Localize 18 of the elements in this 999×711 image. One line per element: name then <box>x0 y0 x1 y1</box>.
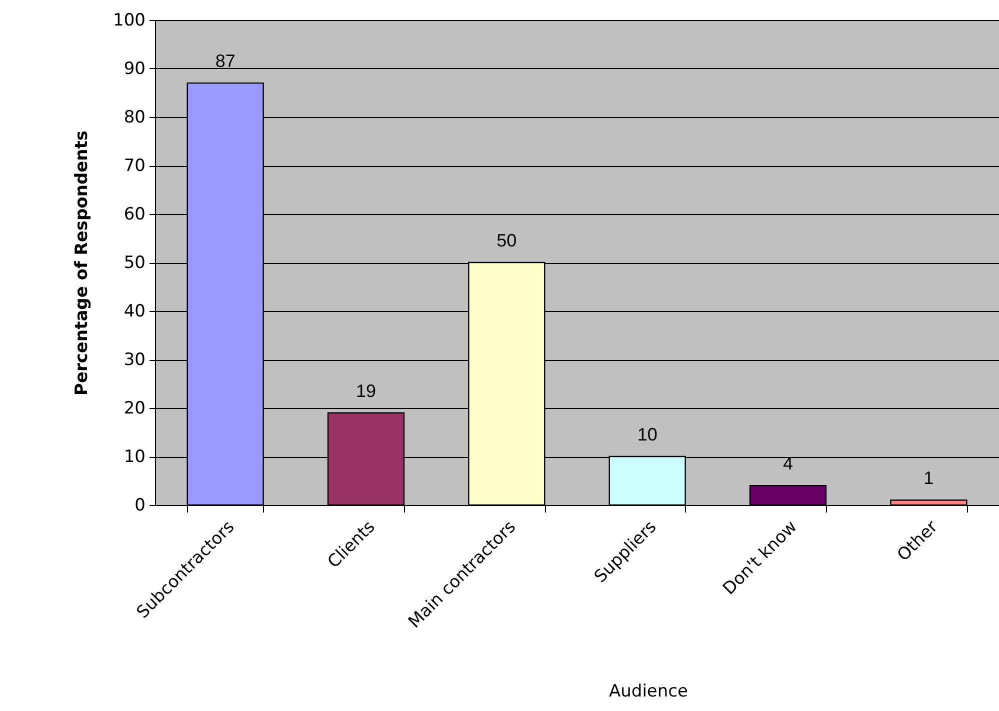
data-label: 1 <box>924 468 934 488</box>
data-label: 50 <box>496 230 517 250</box>
y-tick-label: 80 <box>124 108 146 128</box>
y-tick-label: 70 <box>124 156 146 176</box>
y-tick-label: 100 <box>113 10 146 30</box>
y-tick-label: 30 <box>124 350 146 370</box>
y-tick-label: 10 <box>124 447 146 467</box>
x-axis-title: Audience <box>609 682 688 702</box>
y-tick-label: 0 <box>134 496 146 516</box>
y-tick-label: 50 <box>124 253 146 273</box>
data-label: 10 <box>637 424 658 444</box>
y-tick-label: 60 <box>124 204 146 224</box>
data-label: 19 <box>356 380 376 401</box>
y-tick-label: 90 <box>124 59 146 79</box>
y-tick-label: 20 <box>124 398 146 418</box>
y-axis-title: Percentage of Respondents <box>72 130 92 396</box>
data-label: 87 <box>215 51 236 72</box>
y-tick-label: 40 <box>124 302 146 322</box>
